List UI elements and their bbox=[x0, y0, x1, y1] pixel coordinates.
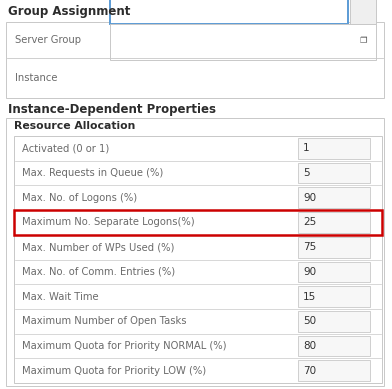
Text: Activated (0 or 1): Activated (0 or 1) bbox=[22, 144, 109, 153]
Bar bbox=[14, 210, 382, 235]
Bar bbox=[110, 24, 376, 60]
Text: ❐: ❐ bbox=[359, 35, 367, 44]
Text: 15: 15 bbox=[303, 291, 316, 301]
Bar bbox=[298, 237, 370, 258]
Text: Maximum No. Separate Logons(%): Maximum No. Separate Logons(%) bbox=[22, 217, 194, 228]
Text: Maximum Quota for Priority NORMAL (%): Maximum Quota for Priority NORMAL (%) bbox=[22, 341, 227, 351]
Bar bbox=[298, 286, 370, 307]
Text: 1: 1 bbox=[303, 144, 310, 153]
Text: 80: 80 bbox=[303, 341, 316, 351]
Bar bbox=[6, 118, 384, 386]
Text: 5: 5 bbox=[303, 168, 310, 178]
Bar bbox=[298, 311, 370, 331]
Bar bbox=[350, 0, 376, 24]
Text: Resource Allocation: Resource Allocation bbox=[14, 121, 135, 131]
Text: Max. Number of WPs Used (%): Max. Number of WPs Used (%) bbox=[22, 242, 174, 252]
Bar bbox=[14, 136, 382, 383]
Text: 25: 25 bbox=[303, 217, 316, 228]
Bar bbox=[298, 360, 370, 381]
Bar bbox=[298, 187, 370, 208]
Text: Max. Wait Time: Max. Wait Time bbox=[22, 291, 99, 301]
Text: Instance: Instance bbox=[15, 73, 58, 83]
Text: Maximum Quota for Priority LOW (%): Maximum Quota for Priority LOW (%) bbox=[22, 366, 206, 376]
Bar bbox=[6, 22, 384, 98]
Text: 90: 90 bbox=[303, 193, 316, 203]
Text: Max. No. of Comm. Entries (%): Max. No. of Comm. Entries (%) bbox=[22, 267, 175, 277]
Bar bbox=[298, 163, 370, 183]
Text: Max. Requests in Queue (%): Max. Requests in Queue (%) bbox=[22, 168, 163, 178]
Bar bbox=[298, 261, 370, 282]
Bar bbox=[298, 212, 370, 233]
Bar bbox=[298, 336, 370, 356]
Text: 75: 75 bbox=[303, 242, 316, 252]
Text: Max. No. of Logons (%): Max. No. of Logons (%) bbox=[22, 193, 137, 203]
Text: Instance-Dependent Properties: Instance-Dependent Properties bbox=[8, 103, 216, 116]
Bar bbox=[110, 0, 348, 24]
Text: 50: 50 bbox=[303, 316, 316, 326]
Text: Maximum Number of Open Tasks: Maximum Number of Open Tasks bbox=[22, 316, 187, 326]
Text: Server Group: Server Group bbox=[15, 35, 81, 45]
Bar bbox=[298, 138, 370, 159]
Text: Group Assignment: Group Assignment bbox=[8, 5, 131, 18]
Text: 90: 90 bbox=[303, 267, 316, 277]
Text: 70: 70 bbox=[303, 366, 316, 376]
